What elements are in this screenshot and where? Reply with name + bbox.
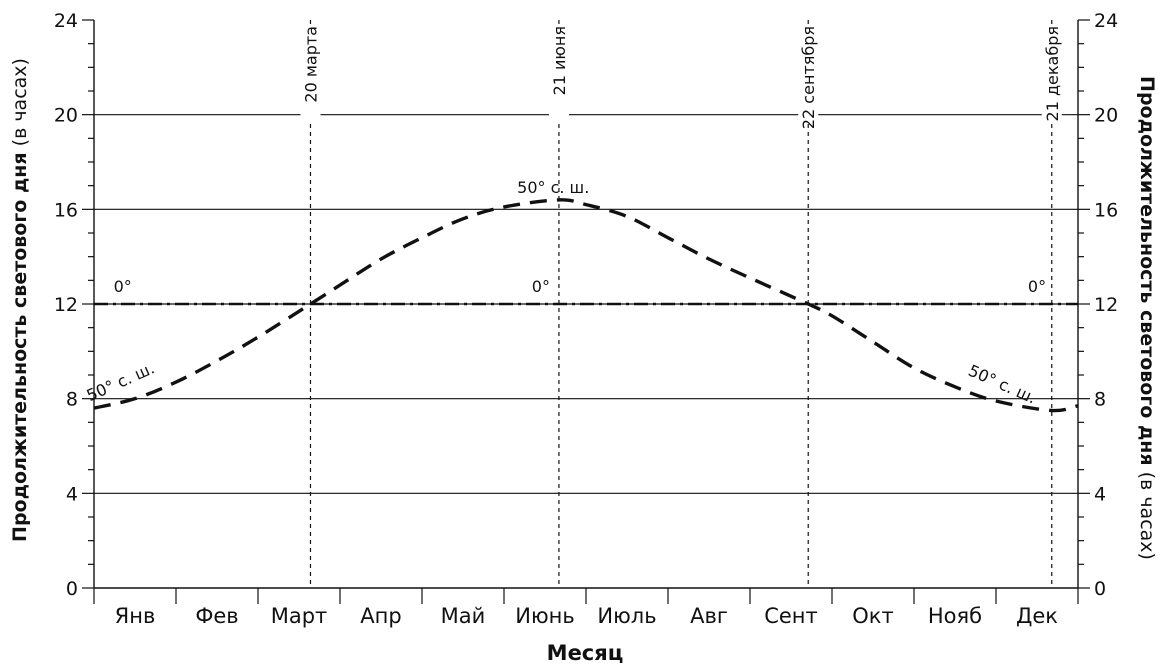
x-tick-label: Окт [852, 604, 893, 628]
x-axis-title: Месяц [547, 641, 624, 665]
event-label-bg [798, 24, 819, 124]
y-tick-label-right: 12 [1094, 294, 1118, 316]
y-tick-label-left: 12 [54, 294, 78, 316]
y-tick-label-left: 16 [54, 199, 78, 221]
series-50n-line [93, 198, 1079, 413]
y-tick-label-right: 4 [1094, 483, 1106, 505]
y-tick-label-right: 20 [1094, 105, 1118, 127]
event-label: 21 декабря [1043, 26, 1062, 121]
axes-frame [82, 19, 1090, 604]
y-axis-title-left-unit: (в часах) [9, 58, 31, 152]
y-axis-title-right-unit: (в часах) [1136, 466, 1158, 560]
x-tick-label: Янв [115, 604, 156, 628]
event-label-group: 22 сентября [798, 24, 819, 129]
curve-annotation: 0° [532, 277, 550, 296]
event-label-bg [1041, 24, 1062, 124]
curve-annotation-group: 0° [114, 277, 132, 296]
y-axis-title-left: Продолжительность светового дня (в часах… [9, 58, 31, 542]
y-tick-label-left: 8 [66, 389, 78, 411]
event-label-bg [548, 24, 569, 124]
curve-annotation-group: 50° с. ш. [517, 178, 589, 197]
x-tick-label: Май [441, 604, 486, 628]
event-label: 22 сентября [799, 26, 818, 129]
y-tick-label-left: 0 [66, 578, 78, 600]
x-tick-label: Апр [360, 604, 401, 628]
x-tick-label: Дек [1016, 604, 1058, 628]
y-tick-label-left: 4 [66, 483, 78, 505]
y-tick-label-left: 20 [54, 105, 78, 127]
y-tick-label-right: 8 [1094, 389, 1106, 411]
event-label: 20 марта [301, 26, 320, 103]
event-label-bg [300, 24, 321, 124]
event-label-group: 21 декабря [1041, 24, 1062, 124]
y-tick-label-right: 0 [1094, 578, 1106, 600]
series-layer [93, 198, 1079, 413]
y-axis-title-right: Продолжительность светового дня (в часах… [1136, 76, 1158, 560]
curve-annotation: 50° с. ш. [517, 178, 589, 197]
curve-annotation-group: 0° [1028, 277, 1046, 296]
y-tick-label-right: 16 [1094, 199, 1118, 221]
event-label-group: 21 июня [548, 24, 569, 124]
x-tick-label: Сент [764, 604, 818, 628]
y-tick-label-left: 24 [54, 10, 78, 32]
x-tick-label: Июль [597, 604, 656, 628]
curve-annotation-group: 0° [532, 277, 550, 296]
curve-annotation-group: 50° с. ш. [966, 361, 1040, 408]
curve-annotation: 0° [1028, 277, 1046, 296]
x-tick-label: Июнь [515, 604, 575, 628]
curve-annotation: 50° с. ш. [966, 361, 1040, 408]
y-tick-label-right: 24 [1094, 10, 1118, 32]
y-axis-title-right-bold: Продолжительность светового дня [1136, 76, 1158, 466]
x-tick-label: Фев [195, 604, 238, 628]
event-label-group: 20 марта [300, 24, 321, 124]
event-label: 21 июня [550, 26, 569, 95]
labels-layer: 0 0 4 4 8 8 12 12 16 16 20 20 24 24 Янв Фев Март Апр Май Ию… [54, 10, 1118, 628]
x-tick-label: Авг [690, 604, 728, 628]
y-axis-title-left-bold: Продолжительность светового дня [9, 152, 31, 542]
x-tick-label: Нояб [928, 604, 982, 628]
x-tick-label: Март [271, 604, 328, 628]
curve-annotation: 0° [114, 277, 132, 296]
